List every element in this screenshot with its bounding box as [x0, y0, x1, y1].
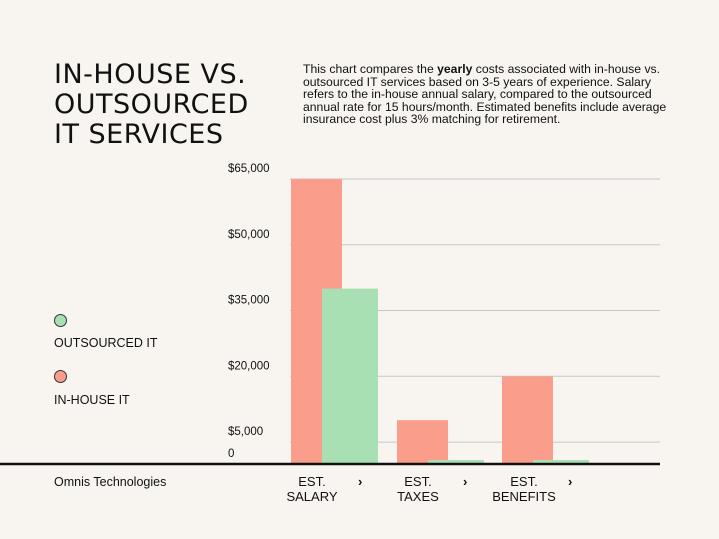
bar-outsourced	[533, 460, 589, 464]
legend-inhouse-label: IN-HOUSE IT	[54, 393, 130, 407]
legend-outsourced-label: OUTSOURCED IT	[54, 336, 158, 350]
description-bold: yearly	[437, 62, 473, 76]
y-tick-label: $50,000	[228, 229, 270, 241]
category-taxes-line1: EST.	[404, 474, 432, 489]
category-salary-line1: EST.	[298, 474, 326, 489]
y-tick-label: 0	[228, 448, 234, 460]
category-label-benefits: EST. BENEFITS	[484, 474, 564, 504]
chart-description: This chart compares the yearly costs ass…	[303, 63, 673, 126]
bar-outsourced	[322, 288, 378, 464]
title-line-2: OUTSOURCED	[54, 89, 249, 120]
bar-inhouse	[502, 376, 553, 464]
y-tick-label: $20,000	[228, 360, 270, 372]
category-benefits-line2: BENEFITS	[492, 489, 556, 504]
category-salary-line2: SALARY	[286, 489, 338, 504]
chevron-right-icon: ›	[463, 474, 468, 489]
chevron-right-icon: ›	[358, 474, 363, 489]
category-label-salary: EST. SALARY	[277, 474, 347, 504]
category-taxes-line2: TAXES	[397, 489, 439, 504]
title-line-3: IT SERVICES	[54, 119, 224, 150]
y-tick-label: $65,000	[228, 163, 270, 175]
description-text-2: costs associated with in-house vs. outso…	[303, 62, 667, 127]
bar-outsourced	[428, 460, 484, 464]
category-benefits-line1: EST.	[510, 474, 538, 489]
description-text-1: This chart compares the	[303, 62, 438, 76]
footer-brand: Omnis Technologies	[54, 475, 167, 489]
chevron-right-icon: ›	[568, 474, 573, 489]
legend-outsourced-dot	[54, 314, 67, 327]
y-tick-label: $5,000	[228, 426, 263, 438]
category-label-taxes: EST. TAXES	[383, 474, 453, 504]
legend-inhouse-dot	[54, 370, 67, 383]
chart-title: IN-HOUSE VS. OUTSOURCED IT SERVICES	[54, 60, 294, 150]
bar-inhouse	[397, 420, 448, 464]
title-line-1: IN-HOUSE VS.	[54, 59, 247, 90]
y-tick-label: $35,000	[228, 295, 270, 307]
